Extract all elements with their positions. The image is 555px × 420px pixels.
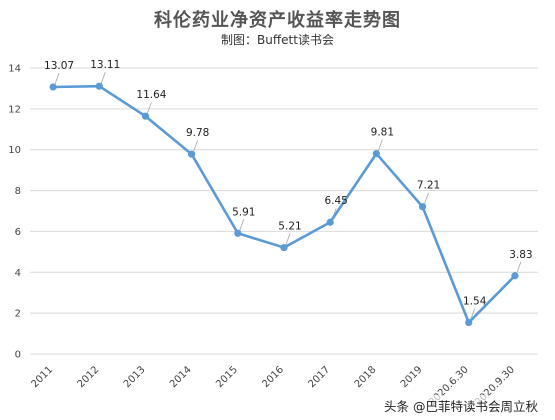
leader-line <box>285 233 291 245</box>
x-tick-label: 2013 <box>122 364 148 390</box>
data-label: 9.78 <box>186 127 209 139</box>
grid-lines <box>30 67 538 355</box>
y-tick-label: 0 <box>15 350 21 361</box>
data-point <box>465 318 473 327</box>
data-point <box>49 83 57 91</box>
y-tick-label: 14 <box>8 64 21 75</box>
y-tick-label: 2 <box>15 309 21 320</box>
data-point <box>511 272 519 280</box>
series-roe <box>49 82 519 327</box>
leader-line <box>424 192 429 204</box>
x-tick-label: 2018 <box>353 364 379 390</box>
y-axis-ticks: 0 2 4 6 8 10 12 14 <box>8 64 21 361</box>
x-tick-label: 2012 <box>76 364 102 390</box>
leader-line <box>100 72 106 84</box>
x-tick-label: 2016 <box>260 364 286 390</box>
watermark: 头条 @巴菲特读书会周立秋 <box>381 395 541 416</box>
leader-line <box>54 72 60 85</box>
data-point <box>418 203 427 211</box>
x-tick-label: 2011 <box>29 364 55 390</box>
data-point <box>326 218 334 226</box>
data-labels: 13.07 13.11 11.64 9.78 5.91 5.21 6.45 9.81 7.21 1… <box>44 59 533 307</box>
y-tick-label: 12 <box>8 104 21 115</box>
data-label: 7.21 <box>417 180 440 192</box>
data-point <box>95 82 103 90</box>
data-point <box>141 112 150 120</box>
y-tick-label: 10 <box>8 145 21 156</box>
data-label: 5.21 <box>278 221 301 233</box>
chart-title: 科伦药业净资产收益率走势图 <box>154 10 401 31</box>
y-tick-label: 4 <box>15 268 21 279</box>
data-label: 11.64 <box>136 89 166 101</box>
data-label: 5.91 <box>232 206 255 218</box>
data-point <box>372 149 380 158</box>
leader-line <box>516 261 522 273</box>
data-label: 6.45 <box>324 195 347 207</box>
data-label: 13.07 <box>44 60 74 72</box>
x-tick-label: 2014 <box>168 364 194 390</box>
data-point <box>234 229 242 237</box>
data-label: 9.81 <box>371 127 394 139</box>
leader-line <box>193 140 199 152</box>
data-label: 3.83 <box>509 249 532 261</box>
data-point <box>188 150 196 158</box>
y-tick-label: 6 <box>15 227 21 238</box>
data-label: 1.54 <box>463 296 487 308</box>
leader-line <box>239 219 245 231</box>
leader-line <box>470 308 476 320</box>
series-line <box>51 84 517 324</box>
data-label: 13.11 <box>90 59 120 71</box>
y-tick-label: 8 <box>15 186 21 197</box>
x-tick-label: 2019 <box>399 364 425 390</box>
leader-line <box>147 102 152 114</box>
leader-line <box>377 139 383 151</box>
x-tick-label: 2017 <box>307 364 333 390</box>
x-tick-label: 2015 <box>214 364 240 390</box>
data-point <box>280 243 288 252</box>
chart-subtitle: 制图：Buffett读书会 <box>221 33 334 47</box>
